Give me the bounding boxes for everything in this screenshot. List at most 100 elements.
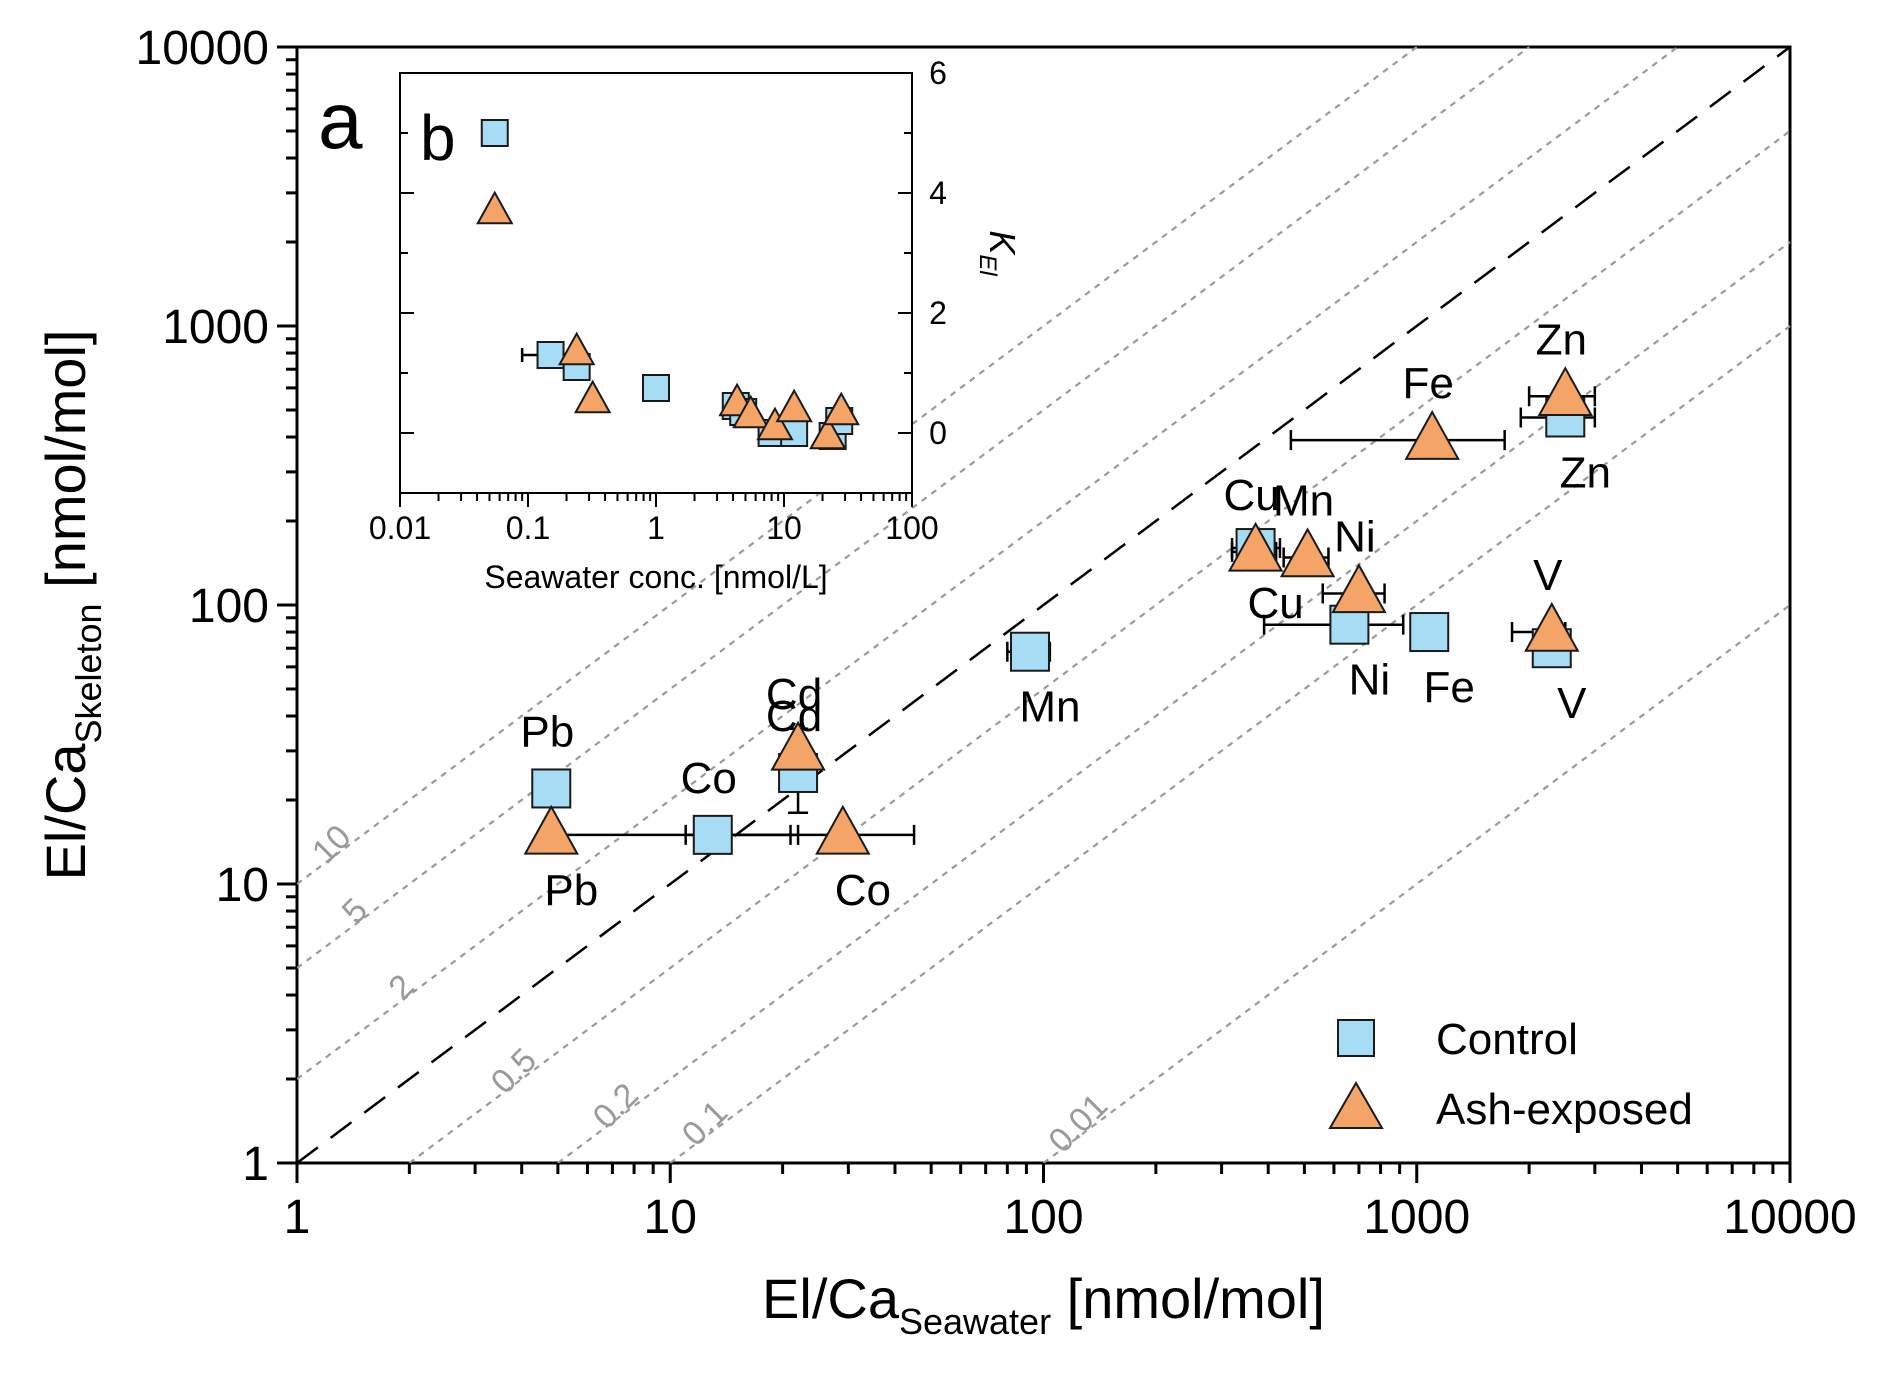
isoline-label-0-2: 0.2	[586, 1076, 646, 1136]
main-reference-line	[296, 45, 1791, 1165]
y-axis-label-sub: Skeleton	[68, 603, 109, 743]
control-zn-label: Zn	[1560, 448, 1611, 497]
isoline-5	[296, 46, 1530, 969]
inset-ash-exposed-point-4	[732, 394, 770, 429]
y-axis-label-unit: [nmol/mol]	[34, 330, 97, 604]
control-mn-label: Mn	[1019, 683, 1080, 732]
inset-x-tick-label: 0.1	[506, 510, 550, 546]
x-axis-label-unit: [nmol/mol]	[1051, 1267, 1325, 1330]
inset-control-point-3	[642, 374, 670, 402]
isoline-label-2: 2	[381, 967, 421, 1007]
ash-exposed-fe-label: Fe	[1403, 359, 1454, 408]
x-tick-label: 10000	[1723, 1191, 1856, 1244]
panel-label-b: b	[420, 102, 456, 174]
inset-y-axis-label-sub: El	[974, 254, 1001, 276]
x-axis-label: El/CaSeawater [nmol/mol]	[762, 1267, 1325, 1342]
x-tick-label: 1000	[1363, 1191, 1470, 1244]
inset-ash-exposed-point-2	[573, 379, 612, 414]
legend: Control Ash-exposed	[1328, 1015, 1693, 1134]
ash-exposed-co-marker	[815, 804, 871, 855]
y-axis-label: El/CaSkeleton [nmol/mol]	[34, 330, 109, 881]
ash-exposed-pb-marker	[523, 804, 579, 855]
y-tick-label: 100	[189, 580, 269, 633]
inset-y-tick-label: 2	[929, 295, 947, 331]
panel-label-a: a	[318, 76, 363, 165]
inset-y-tick-label: 6	[929, 55, 947, 91]
inset-ash-exposed-point-7	[809, 415, 847, 450]
control-ni-label: Ni	[1349, 656, 1391, 705]
inset-ash-exposed-point-1	[557, 331, 596, 366]
control-fe-marker	[1409, 612, 1450, 653]
y-tick-label: 1	[242, 1138, 269, 1191]
control-fe-label: Fe	[1424, 663, 1475, 712]
isoline-label-0-01: 0.01	[1041, 1087, 1115, 1161]
ash-exposed-mn-marker	[1279, 527, 1336, 578]
x-tick-label: 100	[1003, 1191, 1083, 1244]
inset-y-tick-label: 0	[929, 415, 947, 451]
y-tick-label: 10000	[136, 22, 269, 75]
inset-y-tick-label: 4	[929, 175, 947, 211]
inset-y-axis-label-main: K	[982, 230, 1023, 256]
inset-x-axis-ticks: 0.01 0.1 1 10 100	[369, 493, 939, 546]
ash-exposed-ni-label: Ni	[1334, 512, 1376, 561]
legend-control-label: Control	[1436, 1015, 1578, 1064]
ash-exposed-mn-label: Mn	[1273, 476, 1334, 525]
inset-markers	[476, 119, 860, 450]
ash-exposed-cu-marker	[1227, 521, 1284, 572]
inset-x-tick-label: 0.01	[369, 510, 431, 546]
control-mn-marker	[1009, 631, 1050, 672]
isoline-label-5: 5	[335, 891, 375, 931]
reference-line-1-to-1	[296, 45, 1791, 1165]
x-axis-label-sub: Seawater	[899, 1301, 1051, 1342]
inset-ash-exposed-point-0	[476, 190, 514, 225]
ash-exposed-co-label: Co	[835, 866, 891, 915]
x-axis-label-main: El/Ca	[762, 1267, 900, 1330]
ash-exposed-v-marker	[1524, 601, 1580, 652]
isoline-label-10: 10	[305, 818, 359, 872]
inset-ash-exposed-point-5	[756, 406, 794, 441]
control-pb-label: Pb	[520, 707, 574, 756]
inset-control-point-0	[480, 119, 509, 147]
control-cu-label: Cu	[1247, 579, 1303, 628]
isoline-0-2	[557, 241, 1791, 1164]
control-v-label: V	[1557, 679, 1587, 728]
main-markers	[523, 366, 1593, 855]
legend-ash-exposed-marker	[1328, 1081, 1384, 1129]
inset-y-axis-ticks: 0 2 4 6	[400, 55, 947, 494]
inset-chart: 0.01 0.1 1 10 100 0 2 4 6 b Seawater conc. [nmo…	[369, 55, 1023, 595]
ash-exposed-fe-marker	[1404, 409, 1460, 460]
legend-control-marker	[1337, 1019, 1375, 1057]
control-pb-marker	[531, 768, 572, 809]
main-isoline-labels: 10 52 0.5 0.2 0.1 0.01	[305, 818, 1115, 1161]
ash-exposed-v-label: V	[1533, 551, 1563, 600]
ash-exposed-cd-label: Cd	[766, 670, 822, 719]
control-co-marker	[692, 814, 733, 855]
control-cd-label: Cd	[766, 692, 822, 741]
ash-exposed-pb-label: Pb	[544, 866, 598, 915]
isoline-label-0-5: 0.5	[484, 1041, 544, 1101]
main-y-axis-ticks: 1 10 100 1000 10000	[136, 22, 297, 1191]
y-tick-label: 10	[216, 859, 269, 912]
control-co-label: Co	[681, 754, 737, 803]
isoline-0-1	[669, 325, 1791, 1164]
ash-exposed-zn-label: Zn	[1536, 315, 1587, 364]
isoline-0-01	[1042, 604, 1791, 1164]
inset-x-tick-label: 10	[766, 510, 802, 546]
y-axis-label-main: El/Ca	[34, 743, 97, 881]
inset-y-axis-label: KEl	[974, 230, 1023, 276]
ash-exposed-cu-label: Cu	[1223, 471, 1279, 520]
main-x-axis-ticks: 1 10 100 1000 10000	[284, 1163, 1857, 1244]
isoline-label-0-1: 0.1	[675, 1093, 735, 1153]
ash-exposed-ni-marker	[1331, 563, 1387, 614]
inset-x-tick-label: 100	[885, 510, 938, 546]
y-tick-label: 1000	[162, 301, 269, 354]
inset-x-tick-label: 1	[647, 510, 665, 546]
inset-x-axis-label: Seawater conc. [nmol/L]	[484, 559, 827, 595]
legend-ash-exposed-label: Ash-exposed	[1436, 1085, 1693, 1134]
ash-exposed-zn-marker	[1537, 366, 1593, 416]
ash-exposed-cd-marker	[770, 720, 826, 771]
x-tick-label: 10	[644, 1191, 697, 1244]
